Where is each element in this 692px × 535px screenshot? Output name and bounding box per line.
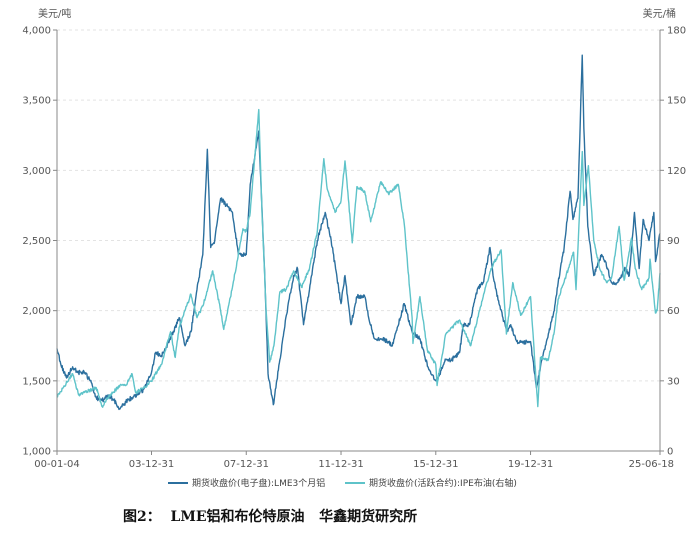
x-axis-ticks: 00-01-04 03-12-31 07-12-31 11-12-31 15-12-31… bbox=[34, 451, 674, 470]
x-tick-label: 03-12-31 bbox=[129, 459, 174, 470]
x-tick-label: 15-12-31 bbox=[413, 459, 458, 470]
x-tick-label: 07-12-31 bbox=[224, 459, 269, 470]
right-axis-ticks: 0 30 60 90 120 150 180 bbox=[660, 26, 686, 458]
series-line-brent bbox=[56, 108, 661, 408]
series-lines bbox=[56, 54, 661, 411]
left-tick-label: 3,500 bbox=[22, 96, 51, 107]
left-tick-label: 1,500 bbox=[22, 376, 51, 387]
right-tick-label: 0 bbox=[667, 447, 673, 458]
right-tick-label: 90 bbox=[667, 236, 680, 247]
left-tick-label: 2,500 bbox=[22, 236, 51, 247]
left-tick-label: 1,000 bbox=[22, 447, 51, 458]
right-tick-label: 30 bbox=[667, 376, 680, 387]
gridlines bbox=[57, 29, 660, 382]
chart: 1,000 1,500 2,000 2,500 3,000 3,500 4,000 0 30 6… bbox=[22, 7, 686, 489]
left-tick-label: 3,000 bbox=[22, 166, 51, 177]
legend: 期货收盘价(电子盘):LME3个月铝 期货收盘价(活跃合约):IPE布油(右轴) bbox=[168, 477, 517, 489]
right-tick-label: 60 bbox=[667, 306, 680, 317]
left-axis-unit: 美元/吨 bbox=[38, 7, 71, 20]
figure-caption: 图2： LME铝和布伦特原油 华鑫期货研究所 bbox=[123, 509, 418, 525]
right-tick-label: 120 bbox=[667, 166, 686, 177]
legend-label-aluminium: 期货收盘价(电子盘):LME3个月铝 bbox=[192, 477, 325, 489]
right-tick-label: 150 bbox=[667, 96, 686, 107]
series-line-aluminium bbox=[56, 54, 661, 411]
left-axis-ticks: 1,000 1,500 2,000 2,500 3,000 3,500 4,000 bbox=[22, 26, 57, 458]
legend-label-brent: 期货收盘价(活跃合约):IPE布油(右轴) bbox=[369, 477, 517, 489]
right-axis-unit: 美元/桶 bbox=[643, 7, 676, 20]
x-tick-label: 25-06-18 bbox=[629, 459, 674, 470]
x-tick-label: 19-12-31 bbox=[508, 459, 553, 470]
left-tick-label: 2,000 bbox=[22, 306, 51, 317]
left-tick-label: 4,000 bbox=[22, 26, 51, 37]
x-tick-label: 11-12-31 bbox=[318, 459, 363, 470]
right-tick-label: 180 bbox=[667, 26, 686, 37]
x-tick-label: 00-01-04 bbox=[34, 459, 79, 470]
